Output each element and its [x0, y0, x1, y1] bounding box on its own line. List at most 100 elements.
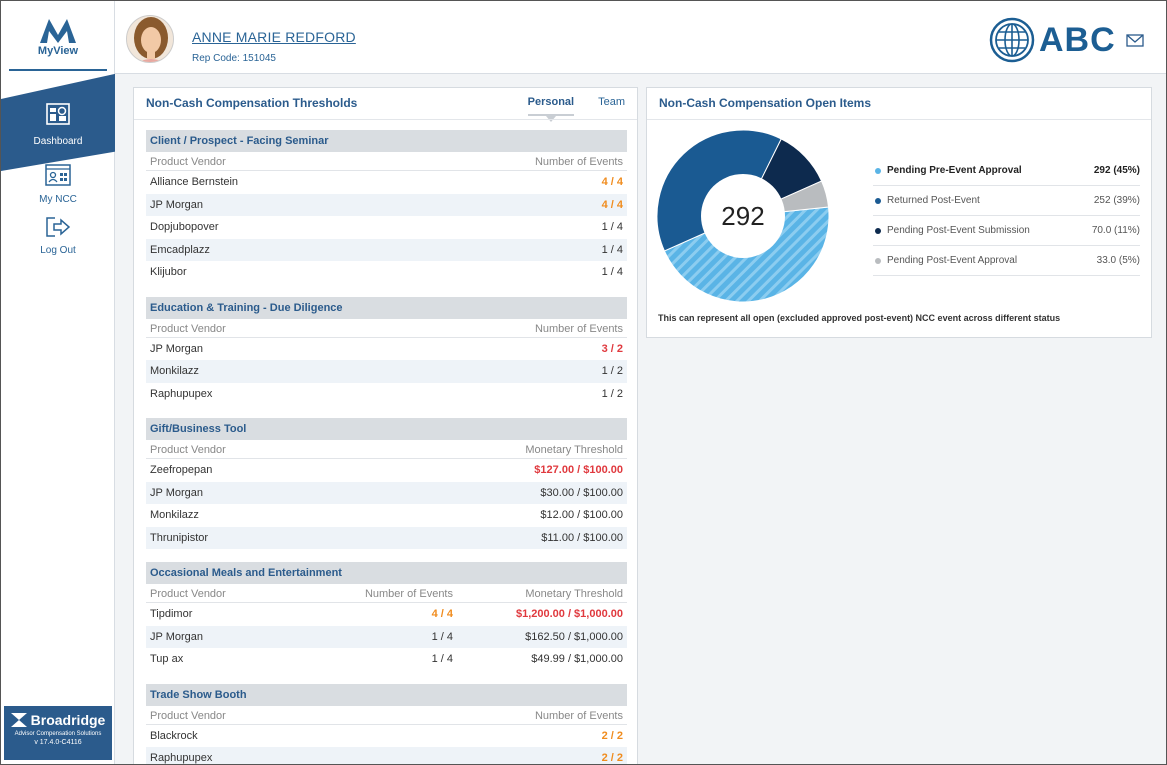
- table-row[interactable]: JP Morgan $30.00 / $100.00: [146, 481, 627, 504]
- threshold-value: 1 / 2: [601, 365, 623, 377]
- threshold-value: $11.00 / $100.00: [541, 531, 623, 544]
- table-row[interactable]: Zeefropepan $127.00 / $100.00: [146, 459, 627, 482]
- threshold-value: 1 / 4: [601, 221, 623, 233]
- column-headers: Product Vendor Number of Events Monetary T…: [146, 584, 627, 603]
- sidebar: MyView Dashboard: [1, 1, 119, 764]
- column-header: Number of Events: [364, 588, 453, 600]
- threshold-value: $127.00 / $100.00: [534, 464, 623, 476]
- legend-value: 292 (45%): [1093, 165, 1140, 176]
- sidebar-item-label: My NCC: [39, 194, 77, 205]
- legend-label: Returned Post-Event: [887, 195, 980, 206]
- table-row[interactable]: JP Morgan 1 / 4 $162.50 / $1,000.00: [146, 625, 627, 648]
- avatar[interactable]: [126, 15, 174, 63]
- threshold-section: Client / Prospect - Facing Seminar Produc…: [146, 130, 627, 284]
- sidebar-item-label: Dashboard: [33, 136, 83, 147]
- logout-icon: [46, 217, 71, 237]
- table-row[interactable]: JP Morgan 3 / 2: [146, 338, 627, 361]
- monetary-value: $162.50 / $1,000.00: [525, 630, 623, 643]
- active-nav-background: [1, 73, 119, 171]
- column-headers: Product Vendor Number of Events: [146, 706, 627, 725]
- legend-dot-icon: [875, 227, 881, 234]
- section-header: Occasional Meals and Entertainment: [146, 562, 627, 584]
- column-header: Number of Events: [534, 156, 623, 168]
- broadridge-logo-icon: [10, 713, 27, 727]
- vendor-name: JP Morgan: [150, 342, 203, 355]
- vendor-name: Emcadplazz: [150, 243, 210, 256]
- thresholds-panel: Non-Cash Compensation Thresholds Persona…: [133, 87, 638, 764]
- table-row[interactable]: Tup ax 1 / 4 $49.99 / $1,000.00: [146, 648, 627, 671]
- vendor-name: Zeefropepan: [150, 464, 213, 476]
- logo-label: MyView: [37, 45, 79, 57]
- table-row[interactable]: Raphupupex 1 / 2: [146, 383, 627, 406]
- sidebar-item-dashboard[interactable]: Dashboard: [1, 73, 119, 171]
- tab-personal[interactable]: Personal: [527, 96, 575, 122]
- threshold-value: 1 / 4: [431, 653, 453, 665]
- vendor-name: Tup ax: [150, 653, 184, 665]
- header: ANNE MARIE REDFORD Rep Code: 151045 ABC: [115, 1, 1166, 74]
- table-row[interactable]: Tipdimor 4 / 4 $1,200.00 / $1,000.00: [146, 603, 627, 626]
- threshold-value: 1 / 4: [431, 630, 453, 643]
- legend-value: 252 (39%): [1093, 195, 1140, 206]
- section-header: Education & Training - Due Diligence: [146, 296, 627, 319]
- vendor-name: Monkilazz: [150, 509, 199, 521]
- table-row[interactable]: Klijubor 1 / 4: [146, 261, 627, 284]
- threshold-value: 1 / 4: [601, 243, 623, 256]
- legend-item[interactable]: Pending Post-Event Approval 33.0 (5%): [873, 246, 1140, 276]
- column-header: Product Vendor: [150, 322, 226, 335]
- sidebar-item-label: Log Out: [40, 245, 76, 256]
- threshold-section: Education & Training - Due Diligence Prod…: [146, 296, 627, 406]
- threshold-value: 2 / 2: [601, 752, 623, 764]
- legend-dot-icon: [875, 167, 881, 174]
- threshold-value: 3 / 2: [601, 342, 623, 355]
- threshold-value: 4 / 4: [601, 198, 623, 211]
- table-row[interactable]: Blackrock 2 / 2: [146, 725, 627, 748]
- vendor-name: JP Morgan: [150, 630, 203, 643]
- column-header: Product Vendor: [150, 444, 226, 456]
- vendor-name: JP Morgan: [150, 198, 203, 211]
- avatar-image: [127, 16, 173, 62]
- column-headers: Product Vendor Number of Events: [146, 319, 627, 338]
- monetary-value: $49.99 / $1,000.00: [531, 653, 623, 665]
- column-header: Number of Events: [534, 322, 623, 335]
- open-items-panel: Non-Cash Compensation Open Items 292 Pen…: [646, 87, 1152, 338]
- broadridge-brand: Broadridge: [30, 712, 106, 728]
- threshold-tabs: Personal Team: [527, 96, 625, 122]
- thresholds-title: Non-Cash Compensation Thresholds: [146, 96, 358, 110]
- legend-item[interactable]: Pending Pre-Event Approval 292 (45%): [873, 156, 1140, 186]
- divider: [134, 119, 637, 120]
- rep-code: Rep Code: 151045: [192, 53, 276, 64]
- open-items-note: This can represent all open (excluded ap…: [658, 313, 1061, 323]
- sidebar-item-log-out[interactable]: Log Out: [1, 217, 115, 256]
- table-row[interactable]: Monkilazz $12.00 / $100.00: [146, 504, 627, 527]
- mail-icon[interactable]: [1126, 34, 1144, 52]
- column-header: Product Vendor: [150, 588, 226, 600]
- sidebar-item-my-ncc[interactable]: My NCC: [1, 164, 115, 205]
- column-headers: Product Vendor Number of Events: [146, 152, 627, 171]
- tab-team[interactable]: Team: [598, 96, 625, 108]
- table-row[interactable]: Monkilazz 1 / 2: [146, 360, 627, 383]
- monetary-value: $1,200.00 / $1,000.00: [515, 608, 623, 620]
- table-row[interactable]: Thrunipistor $11.00 / $100.00: [146, 526, 627, 549]
- legend-value: 70.0 (11%): [1091, 225, 1140, 236]
- table-row[interactable]: Alliance Bernstein 4 / 4: [146, 171, 627, 194]
- threshold-section: Occasional Meals and Entertainment Produc…: [146, 562, 627, 671]
- globe-icon: [989, 17, 1035, 63]
- table-row[interactable]: JP Morgan 4 / 4: [146, 193, 627, 216]
- section-header: Client / Prospect - Facing Seminar: [146, 130, 627, 152]
- myview-logo[interactable]: MyView: [9, 11, 107, 71]
- table-row[interactable]: Emcadplazz 1 / 4: [146, 238, 627, 261]
- table-row[interactable]: Raphupupex 2 / 2: [146, 747, 627, 764]
- divider: [647, 119, 1151, 120]
- legend-label: Pending Post-Event Submission: [887, 225, 1030, 236]
- column-header: Monetary Threshold: [525, 444, 623, 456]
- column-header: Monetary Threshold: [525, 588, 623, 600]
- vendor-name: JP Morgan: [150, 486, 203, 499]
- user-name-link[interactable]: ANNE MARIE REDFORD: [192, 29, 356, 45]
- threshold-value: $12.00 / $100.00: [540, 509, 623, 521]
- legend-item[interactable]: Pending Post-Event Submission 70.0 (11%): [873, 216, 1140, 246]
- table-row[interactable]: Dopjubopover 1 / 4: [146, 216, 627, 239]
- legend-value: 33.0 (5%): [1096, 255, 1140, 266]
- column-header: Number of Events: [534, 709, 623, 722]
- open-items-legend: Pending Pre-Event Approval 292 (45%) Retur…: [873, 156, 1140, 276]
- legend-item[interactable]: Returned Post-Event 252 (39%): [873, 186, 1140, 216]
